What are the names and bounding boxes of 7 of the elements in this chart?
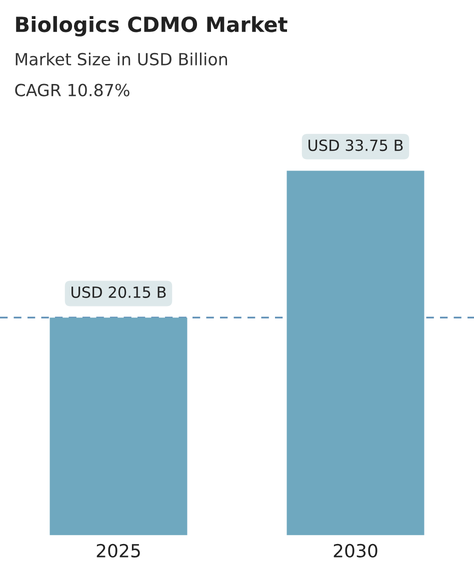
data-label: USD 33.75 B (308, 140, 403, 152)
data-label: USD 20.15 B (72, 286, 166, 298)
chart-subtitle: Market Size in USD Billion (16, 52, 228, 66)
chart-title: Biologics CDMO Market (16, 16, 288, 36)
x-tick-label: 2030 (334, 544, 378, 558)
text: CAGR 10.87% (15, 84, 130, 96)
x-tick-label: 2025 (96, 544, 140, 558)
